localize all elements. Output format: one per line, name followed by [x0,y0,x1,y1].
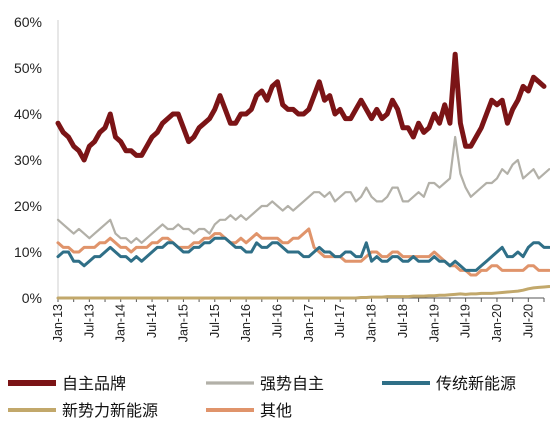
x-tick-label: Jul-16 [270,304,284,338]
series-line-0 [55,51,547,163]
x-tick-label: Jan-19 [427,304,441,342]
x-tick-label: Jan-17 [302,304,316,342]
series-line-3 [56,285,550,300]
legend-label-3: 新势力新能源 [62,402,158,420]
x-tick-label: Jul-20 [521,304,535,338]
x-tick-label: Jan-18 [365,304,379,342]
x-tick-label: Jul-14 [145,304,159,338]
series-line-1 [56,135,550,244]
y-tick-label: 40% [14,106,42,122]
series-line-4 [56,227,550,277]
x-tick-label: Jan-15 [176,304,190,342]
legend-label-0: 自主品牌 [62,375,126,393]
y-tick-label: 10% [14,244,42,260]
x-tick-label: Jul-15 [208,304,222,338]
legend-label-4: 其他 [260,402,292,420]
series-line-2 [56,236,550,272]
legend-label-2: 传统新能源 [436,375,516,393]
x-tick-label: Jul-17 [333,304,347,338]
y-tick-label: 20% [14,198,42,214]
y-tick-label: 50% [14,60,42,76]
y-axis: 0% 10% 20% 30% 40% 50% 60% [14,14,59,306]
x-axis: Jan-13 Jul-13 Jan-14 Jul-14 Jan-15 Jul-15 Jan-… [51,297,545,342]
x-tick-label: Jul-18 [396,304,410,338]
legend-label-1: 强势自主 [260,375,324,393]
x-tick-label: Jan-14 [114,304,128,342]
x-tick-label: Jan-16 [239,304,253,342]
x-tick-label: Jul-13 [82,304,96,338]
y-tick-label: 60% [14,14,42,30]
x-tick-label: Jan-20 [490,304,504,342]
y-tick-label: 0% [22,290,42,306]
x-tick-label: Jan-13 [51,304,65,342]
x-tick-label: Jul-19 [459,304,473,338]
y-tick-label: 30% [14,152,42,168]
series-layer [55,51,550,300]
